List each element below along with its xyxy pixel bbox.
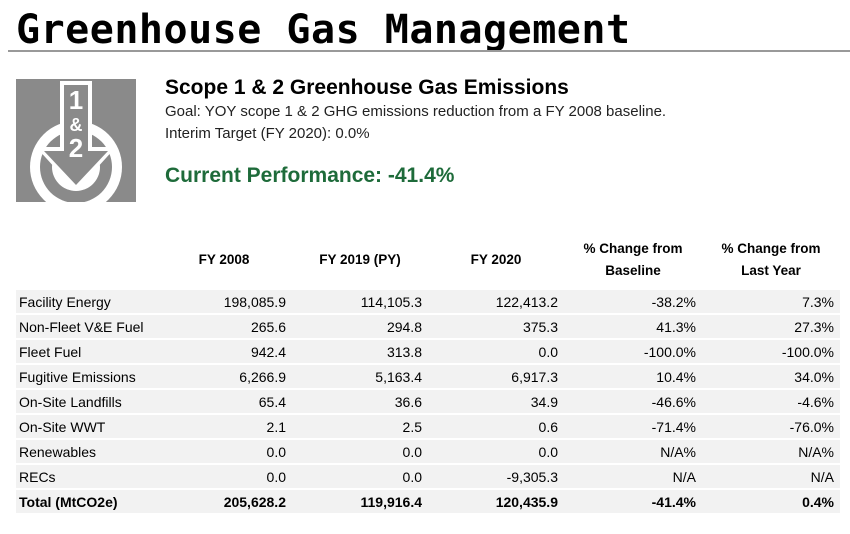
total-fy2008: 205,628.2 [156,490,292,513]
cell-fy2019: 0.0 [292,440,428,463]
table-total-row: Total (MtCO2e) 205,628.2 119,916.4 120,4… [16,490,840,513]
row-label: Fleet Fuel [16,340,156,363]
table-row: On-Site WWT 2.1 2.5 0.6 -71.4% -76.0% [16,415,840,438]
cell-fy2008: 6,266.9 [156,365,292,388]
logo-text-2: 2 [69,133,83,163]
cell-change-baseline: N/A [564,465,702,488]
header-fy2008: FY 2008 [156,238,292,288]
cell-fy2020: 0.6 [428,415,564,438]
header-change-last-year: % Change from Last Year [702,238,840,288]
table-row: On-Site Landfills 65.4 36.6 34.9 -46.6% … [16,390,840,413]
cell-change-baseline: -100.0% [564,340,702,363]
cell-change-baseline: -46.6% [564,390,702,413]
cell-fy2020: -9,305.3 [428,465,564,488]
cell-fy2019: 36.6 [292,390,428,413]
cell-fy2008: 65.4 [156,390,292,413]
cell-change-baseline: -38.2% [564,290,702,313]
cell-change-baseline: 41.3% [564,315,702,338]
cell-fy2019: 114,105.3 [292,290,428,313]
cell-fy2019: 5,163.4 [292,365,428,388]
cell-fy2019: 2.5 [292,415,428,438]
current-performance: Current Performance: -41.4% [165,164,455,187]
table-row: Renewables 0.0 0.0 0.0 N/A% N/A% [16,440,840,463]
cell-fy2008: 0.0 [156,440,292,463]
total-change-last-year: 0.4% [702,490,840,513]
cell-fy2020: 375.3 [428,315,564,338]
header-change-baseline-line2: Baseline [605,263,661,278]
total-label: Total (MtCO2e) [16,490,156,513]
header-fy2019: FY 2019 (PY) [292,238,428,288]
total-change-baseline: -41.4% [564,490,702,513]
cell-fy2020: 34.9 [428,390,564,413]
cell-change-baseline: -71.4% [564,415,702,438]
cell-fy2019: 313.8 [292,340,428,363]
cell-fy2008: 942.4 [156,340,292,363]
scope-title: Scope 1 & 2 Greenhouse Gas Emissions [165,76,569,99]
cell-fy2008: 265.6 [156,315,292,338]
scope-1-2-target-arrow-icon: 1 & 2 [16,79,136,202]
header-change-last-year-line2: Last Year [741,263,801,278]
title-divider [8,50,850,52]
table-row: Non-Fleet V&E Fuel 265.6 294.8 375.3 41.… [16,315,840,338]
cell-fy2020: 6,917.3 [428,365,564,388]
scope-summary: Scope 1 & 2 Greenhouse Gas Emissions Goa… [165,75,666,189]
cell-fy2020: 0.0 [428,440,564,463]
cell-change-last-year: N/A [702,465,840,488]
table-row: Fugitive Emissions 6,266.9 5,163.4 6,917… [16,365,840,388]
cell-fy2019: 294.8 [292,315,428,338]
header-change-baseline: % Change from Baseline [564,238,702,288]
cell-fy2019: 0.0 [292,465,428,488]
cell-fy2020: 122,413.2 [428,290,564,313]
cell-change-last-year: -76.0% [702,415,840,438]
row-label: Renewables [16,440,156,463]
header-category [16,238,156,288]
cell-change-last-year: 34.0% [702,365,840,388]
cell-change-last-year: N/A% [702,440,840,463]
cell-change-last-year: 27.3% [702,315,840,338]
header-fy2020: FY 2020 [428,238,564,288]
table-header-row: FY 2008 FY 2019 (PY) FY 2020 % Change fr… [16,238,840,288]
logo-text-1: 1 [69,85,83,115]
logo-text-amp: & [70,115,83,135]
row-label: On-Site Landfills [16,390,156,413]
row-label: Fugitive Emissions [16,365,156,388]
table-row: Facility Energy 198,085.9 114,105.3 122,… [16,290,840,313]
cell-change-last-year: 7.3% [702,290,840,313]
row-label: Facility Energy [16,290,156,313]
cell-fy2008: 0.0 [156,465,292,488]
cell-change-baseline: N/A% [564,440,702,463]
cell-change-baseline: 10.4% [564,365,702,388]
cell-fy2020: 0.0 [428,340,564,363]
table-row: Fleet Fuel 942.4 313.8 0.0 -100.0% -100.… [16,340,840,363]
row-label: RECs [16,465,156,488]
page-title: Greenhouse Gas Management [16,7,631,53]
header-change-last-year-line1: % Change from [721,241,821,256]
header-change-baseline-line1: % Change from [583,241,683,256]
goal-text: Goal: YOY scope 1 & 2 GHG emissions redu… [165,103,667,120]
cell-fy2008: 2.1 [156,415,292,438]
cell-change-last-year: -100.0% [702,340,840,363]
cell-change-last-year: -4.6% [702,390,840,413]
emissions-table: FY 2008 FY 2019 (PY) FY 2020 % Change fr… [16,236,840,515]
total-fy2020: 120,435.9 [428,490,564,513]
table-row: RECs 0.0 0.0 -9,305.3 N/A N/A [16,465,840,488]
cell-fy2008: 198,085.9 [156,290,292,313]
row-label: On-Site WWT [16,415,156,438]
interim-target-text: Interim Target (FY 2020): 0.0% [165,125,370,142]
row-label: Non-Fleet V&E Fuel [16,315,156,338]
total-fy2019: 119,916.4 [292,490,428,513]
